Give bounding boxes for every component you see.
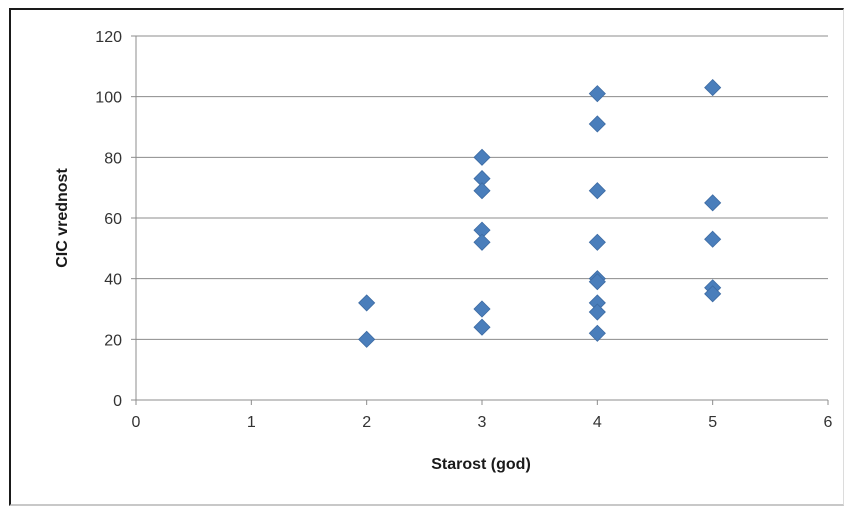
x-axis-title: Starost (god) (431, 456, 531, 473)
data-point (588, 85, 606, 103)
data-point (473, 300, 491, 318)
x-tick-label: 3 (478, 414, 487, 431)
data-point (588, 324, 606, 342)
y-tick-label: 0 (113, 393, 122, 410)
y-tick-label: 40 (104, 272, 122, 289)
data-point (473, 182, 491, 200)
x-tick-label: 1 (247, 414, 256, 431)
data-point (588, 303, 606, 321)
data-point (473, 233, 491, 251)
x-tick-label: 4 (593, 414, 602, 431)
data-point (358, 294, 376, 312)
gridlines (136, 35, 828, 340)
data-point (358, 330, 376, 348)
data-point (588, 115, 606, 133)
data-point (588, 182, 606, 200)
data-point (588, 233, 606, 251)
y-tick-label: 120 (95, 29, 122, 46)
y-tick-label: 100 (95, 90, 122, 107)
data-point (588, 273, 606, 291)
x-tick-labels: 0 1 2 3 4 5 6 (132, 414, 833, 431)
data-point (704, 194, 722, 212)
y-axis-title: CIC vrednost (54, 168, 71, 268)
y-tick-label: 80 (104, 150, 122, 167)
data-point (704, 230, 722, 248)
data-point (704, 285, 722, 303)
x-tick-label: 5 (708, 414, 717, 431)
chart-frame (9, 8, 844, 506)
y-tick-label: 20 (104, 332, 122, 349)
x-tick-label: 2 (362, 414, 371, 431)
data-point (704, 79, 722, 97)
y-tick-label: 60 (104, 211, 122, 228)
y-tick-labels: 0 20 40 60 80 100 120 (95, 29, 122, 410)
x-tick-label: 0 (132, 414, 141, 431)
axes (131, 35, 829, 405)
data-point (473, 318, 491, 336)
data-point (473, 148, 491, 166)
x-tick-label: 6 (824, 414, 833, 431)
data-points (358, 79, 722, 348)
